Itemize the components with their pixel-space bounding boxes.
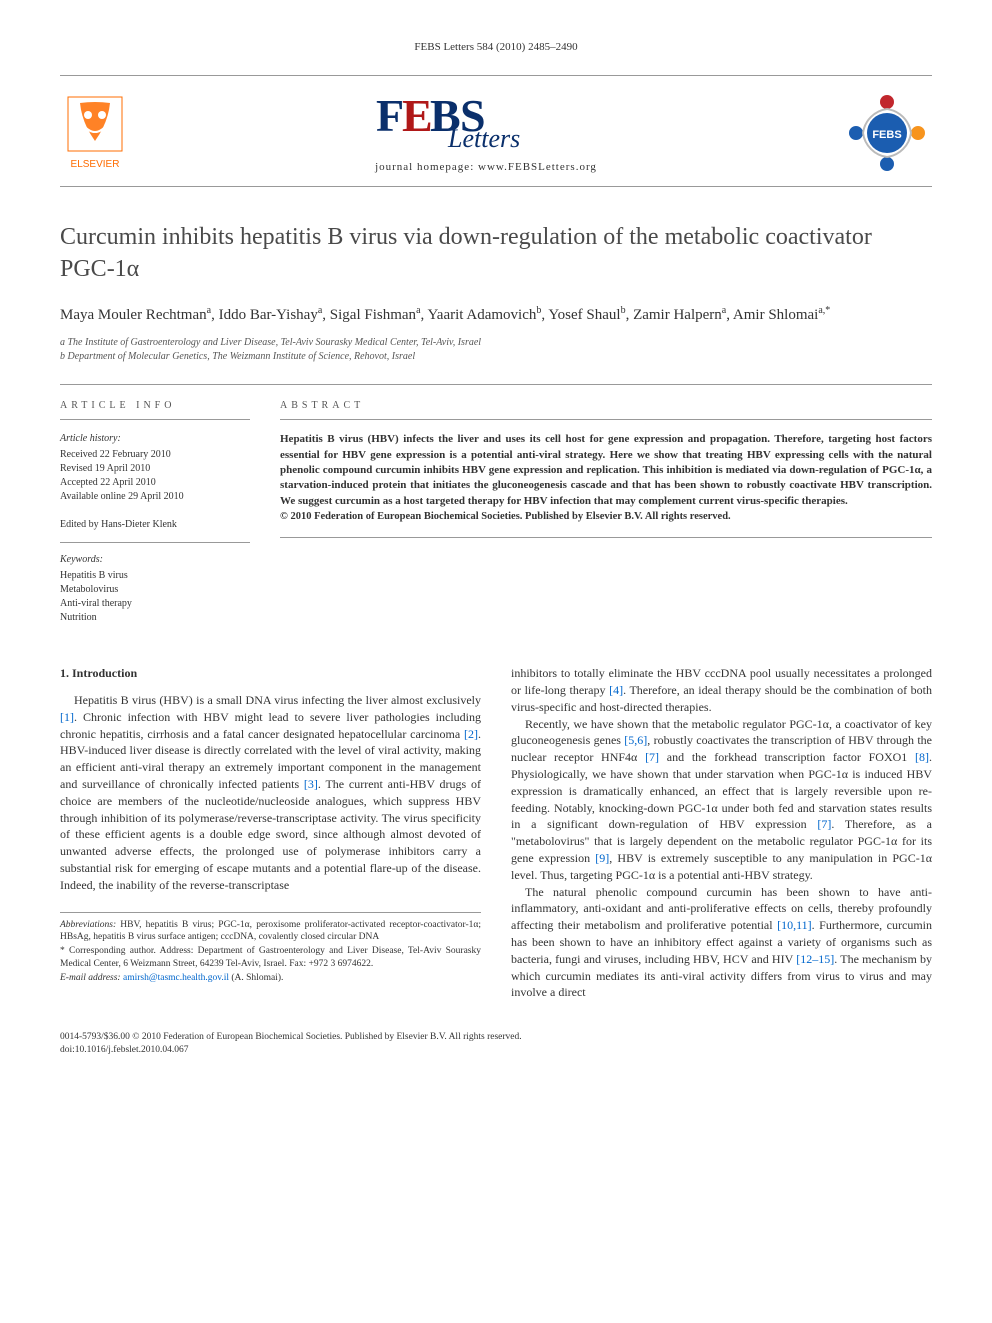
author-affil-sup: a xyxy=(207,305,211,316)
reference-link[interactable]: [10,11] xyxy=(777,918,812,932)
reference-link[interactable]: [5,6] xyxy=(624,733,647,747)
info-abstract-row: ARTICLE INFO Article history: Received 2… xyxy=(60,384,932,625)
author-name: Maya Mouler Rechtman xyxy=(60,307,207,323)
svg-text:F: F xyxy=(376,91,404,141)
body-columns: 1. Introduction Hepatitis B virus (HBV) … xyxy=(60,665,932,1001)
header-citation: FEBS Letters 584 (2010) 2485–2490 xyxy=(60,40,932,55)
author-affil-sup: a xyxy=(722,305,726,316)
svg-text:E: E xyxy=(402,91,433,141)
author-name: Zamir Halpern xyxy=(633,307,722,323)
col2-para-1: inhibitors to totally eliminate the HBV … xyxy=(511,665,932,715)
febs-badge-icon: FEBS xyxy=(842,88,932,178)
footnote-email: E-mail address: amirsh@tasmc.health.gov.… xyxy=(60,972,481,984)
keywords-block: Keywords: Hepatitis B virus Metaboloviru… xyxy=(60,542,250,625)
article-title: Curcumin inhibits hepatitis B virus via … xyxy=(60,222,932,284)
reference-link[interactable]: [4] xyxy=(609,683,623,697)
author-name: Amir Shlomai xyxy=(733,307,818,323)
elsevier-text: ELSEVIER xyxy=(71,159,120,170)
corr-label: * Corresponding author. xyxy=(60,946,156,956)
abstract-column: ABSTRACT Hepatitis B virus (HBV) infects… xyxy=(280,399,932,625)
author-affil-sup: b xyxy=(621,305,626,316)
col2-para-3: The natural phenolic compound curcumin h… xyxy=(511,884,932,1002)
reference-link[interactable]: [7] xyxy=(817,817,831,831)
reference-link[interactable]: [9] xyxy=(595,851,609,865)
abstract-label: ABSTRACT xyxy=(280,399,932,420)
footnote-abbreviations: Abbreviations: HBV, hepatitis B virus; P… xyxy=(60,919,481,944)
author-affil-sup: a,* xyxy=(818,305,830,316)
elsevier-logo[interactable]: ELSEVIER xyxy=(60,93,130,173)
body-column-left: 1. Introduction Hepatitis B virus (HBV) … xyxy=(60,665,481,1001)
header-logos-row: ELSEVIER F E B S Letters journal homepag… xyxy=(60,75,932,187)
reference-link[interactable]: [7] xyxy=(645,750,659,764)
body-column-right: inhibitors to totally eliminate the HBV … xyxy=(511,665,932,1001)
author-name: Sigal Fishman xyxy=(330,307,416,323)
svg-text:Letters: Letters xyxy=(447,124,520,151)
title-block: Curcumin inhibits hepatitis B virus via … xyxy=(60,222,932,364)
history-accepted: Accepted 22 April 2010 xyxy=(60,476,250,490)
author-name: Iddo Bar-Yishay xyxy=(219,307,318,323)
authors-list: Maya Mouler Rechtmana, Iddo Bar-Yishaya,… xyxy=(60,303,932,327)
keyword-2: Metabolovirus xyxy=(60,583,250,597)
intro-heading: 1. Introduction xyxy=(60,665,481,682)
keyword-1: Hepatitis B virus xyxy=(60,569,250,583)
email-link[interactable]: amirsh@tasmc.health.gov.il xyxy=(123,973,229,983)
author-name: Yosef Shaul xyxy=(548,307,620,323)
history-heading: Article history: xyxy=(60,432,250,446)
abbrev-label: Abbreviations: xyxy=(60,920,116,930)
history-online: Available online 29 April 2010 xyxy=(60,490,250,504)
page-footer: 0014-5793/$36.00 © 2010 Federation of Eu… xyxy=(60,1031,932,1056)
abbrev-text: HBV, hepatitis B virus; PGC-1α, peroxiso… xyxy=(60,920,481,942)
abstract-copyright: © 2010 Federation of European Biochemica… xyxy=(280,511,731,522)
affiliation-b: b Department of Molecular Genetics, The … xyxy=(60,350,932,364)
keywords-heading: Keywords: xyxy=(60,553,250,567)
author-affil-sup: a xyxy=(416,305,420,316)
reference-link[interactable]: [1] xyxy=(60,710,74,724)
author-affil-sup: a xyxy=(318,305,322,316)
email-label: E-mail address: xyxy=(60,973,121,983)
svg-text:FEBS: FEBS xyxy=(872,129,901,141)
col2-para-2: Recently, we have shown that the metabol… xyxy=(511,716,932,884)
footer-doi: doi:10.1016/j.febslet.2010.04.067 xyxy=(60,1044,932,1056)
history-received: Received 22 February 2010 xyxy=(60,448,250,462)
article-history: Article history: Received 22 February 20… xyxy=(60,432,250,504)
author-affil-sup: b xyxy=(536,305,541,316)
abstract-text: Hepatitis B virus (HBV) infects the live… xyxy=(280,432,932,538)
footnote-corresponding: * Corresponding author. Address: Departm… xyxy=(60,945,481,970)
affiliations: a The Institute of Gastroenterology and … xyxy=(60,336,932,364)
febs-letters-logo: F E B S Letters journal homepage: www.FE… xyxy=(130,91,842,176)
intro-para-1: Hepatitis B virus (HBV) is a small DNA v… xyxy=(60,692,481,894)
footer-copyright: 0014-5793/$36.00 © 2010 Federation of Eu… xyxy=(60,1031,932,1043)
journal-homepage-text: journal homepage: www.FEBSLetters.org xyxy=(130,160,842,175)
edited-by: Edited by Hans-Dieter Klenk xyxy=(60,518,250,532)
affiliation-a: a The Institute of Gastroenterology and … xyxy=(60,336,932,350)
article-info-column: ARTICLE INFO Article history: Received 2… xyxy=(60,399,250,625)
reference-link[interactable]: [12–15] xyxy=(796,952,834,966)
keyword-4: Nutrition xyxy=(60,611,250,625)
article-info-label: ARTICLE INFO xyxy=(60,399,250,420)
footnotes: Abbreviations: HBV, hepatitis B virus; P… xyxy=(60,912,481,985)
reference-link[interactable]: [8] xyxy=(915,750,929,764)
keyword-3: Anti-viral therapy xyxy=(60,597,250,611)
abstract-body: Hepatitis B virus (HBV) infects the live… xyxy=(280,433,932,507)
author-name: Yaarit Adamovich xyxy=(427,307,536,323)
reference-link[interactable]: [2] xyxy=(464,727,478,741)
email-suffix: (A. Shlomai). xyxy=(229,973,283,983)
reference-link[interactable]: [3] xyxy=(304,777,318,791)
history-revised: Revised 19 April 2010 xyxy=(60,462,250,476)
